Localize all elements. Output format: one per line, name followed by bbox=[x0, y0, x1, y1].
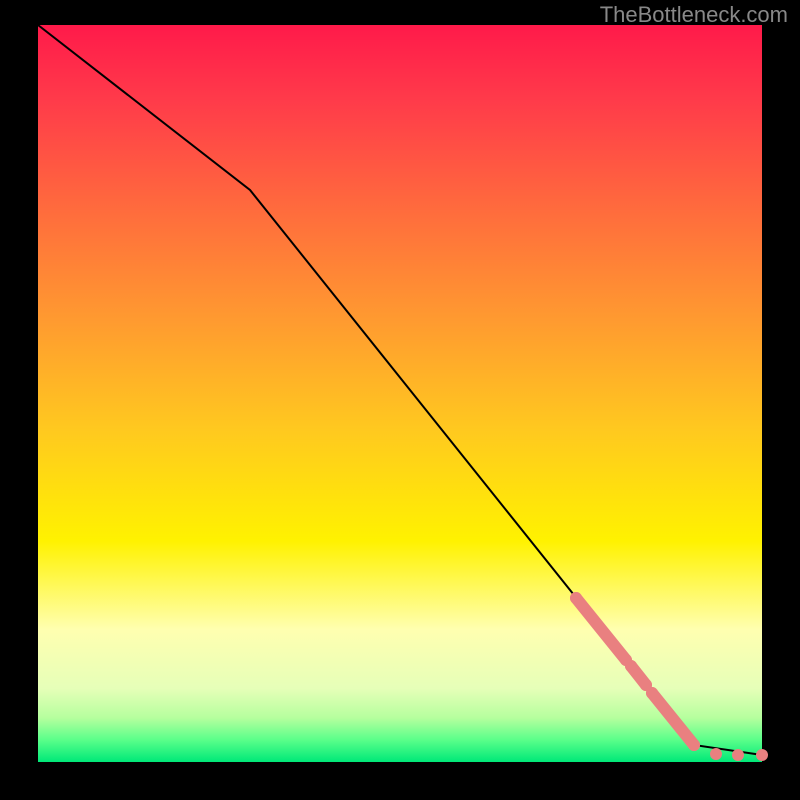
marker-segment bbox=[652, 693, 694, 745]
marker-dot bbox=[688, 739, 700, 751]
marker-dot bbox=[625, 660, 637, 672]
chart-container: TheBottleneck.com bbox=[0, 0, 800, 800]
marker-dots bbox=[570, 592, 768, 761]
marker-dot bbox=[646, 687, 658, 699]
curve-line bbox=[38, 25, 762, 755]
marker-segments bbox=[576, 598, 694, 745]
watermark-text: TheBottleneck.com bbox=[600, 2, 788, 28]
marker-dot bbox=[756, 749, 768, 761]
chart-overlay bbox=[0, 0, 800, 800]
marker-dot bbox=[710, 748, 722, 760]
marker-dot bbox=[570, 592, 582, 604]
marker-segment bbox=[576, 598, 626, 660]
marker-dot bbox=[732, 749, 744, 761]
